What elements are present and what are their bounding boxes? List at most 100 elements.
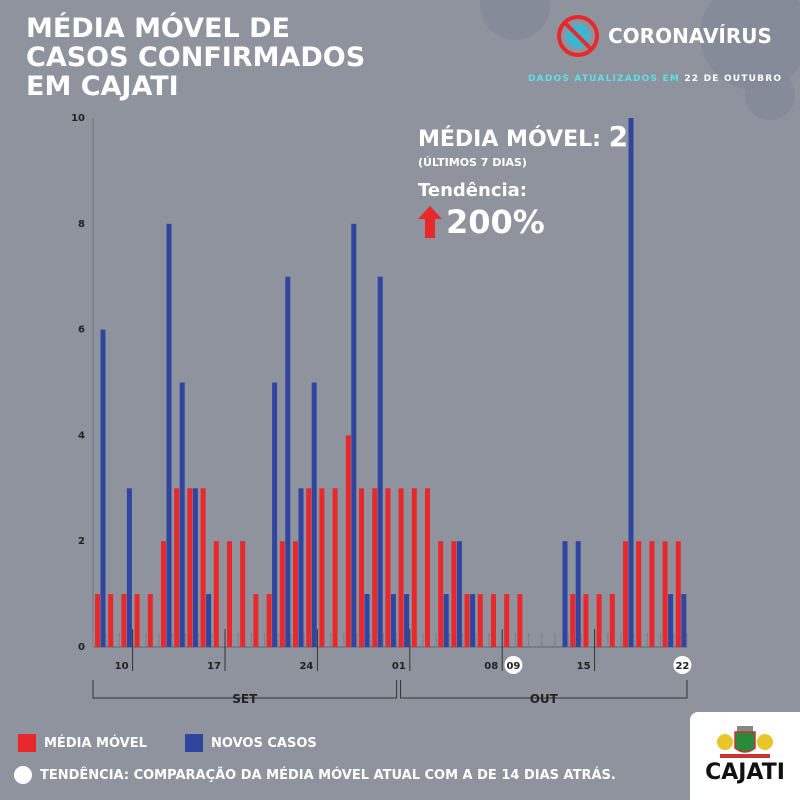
bar-moving-average xyxy=(596,594,602,647)
bar-new-cases xyxy=(390,594,396,647)
moving-average-value: 2 xyxy=(608,120,629,153)
bar-new-cases xyxy=(298,488,304,647)
bar-new-cases xyxy=(351,223,357,648)
brand: CORONAVÍRUS xyxy=(556,14,772,58)
bar-moving-average xyxy=(517,594,523,647)
month-label: OUT xyxy=(530,692,559,706)
coat-of-arms-icon xyxy=(717,726,773,758)
bar-moving-average xyxy=(345,435,351,647)
bar-moving-average xyxy=(636,541,642,647)
highlight-day-label: 22 xyxy=(675,661,689,672)
bar-new-cases xyxy=(562,541,568,647)
bar-moving-average xyxy=(385,488,391,647)
day-tick-label: 17 xyxy=(207,661,221,672)
bar-new-cases xyxy=(377,276,383,647)
page-title: MÉDIA MÓVEL DE CASOS CONFIRMADOS EM CAJA… xyxy=(26,13,366,102)
month-label: SET xyxy=(232,692,258,706)
bar-new-cases xyxy=(681,594,687,647)
y-tick-label: 2 xyxy=(78,536,85,547)
logo-text: CAJATI xyxy=(705,760,785,785)
day-tick-label: 08 xyxy=(484,661,498,672)
bar-moving-average xyxy=(319,488,325,647)
bar-new-cases xyxy=(272,382,278,647)
bar-moving-average xyxy=(213,541,219,647)
cajati-logo: CAJATI xyxy=(690,712,800,800)
month-bracket xyxy=(92,680,398,699)
bar-new-cases xyxy=(192,488,198,647)
bar-moving-average xyxy=(623,541,628,647)
bar-moving-average xyxy=(121,594,127,647)
bar-new-cases xyxy=(100,329,106,647)
bar-new-cases xyxy=(364,594,370,647)
bar-new-cases xyxy=(668,594,674,647)
bar-moving-average xyxy=(662,541,668,647)
highlight-day-label: 09 xyxy=(506,661,520,672)
bar-new-cases xyxy=(404,594,410,647)
bar-moving-average xyxy=(253,594,259,647)
legend-note: TENDÊNCIA: COMPARAÇÃO DA MÉDIA MÓVEL ATU… xyxy=(14,766,616,784)
bar-new-cases xyxy=(126,488,132,647)
bar-new-cases xyxy=(285,276,291,647)
virus-decoration xyxy=(745,70,795,120)
bar-moving-average xyxy=(147,594,153,647)
bar-moving-average xyxy=(398,488,404,647)
bar-moving-average xyxy=(332,488,338,647)
bar-moving-average xyxy=(438,541,444,647)
y-tick-label: 0 xyxy=(78,642,85,653)
bar-new-cases xyxy=(179,382,185,647)
legend-moving-average: MÉDIA MÓVEL xyxy=(18,734,147,752)
legend-swatch-red xyxy=(18,734,36,752)
bar-moving-average xyxy=(451,541,457,647)
legend-note-text: TENDÊNCIA: COMPARAÇÃO DA MÉDIA MÓVEL ATU… xyxy=(40,767,616,783)
bar-moving-average xyxy=(477,594,483,647)
legend-label: MÉDIA MÓVEL xyxy=(44,735,147,751)
bar-moving-average xyxy=(649,541,655,647)
bar-moving-average xyxy=(491,594,496,647)
bar-moving-average xyxy=(134,594,140,647)
bar-moving-average xyxy=(95,594,100,647)
bar-moving-average xyxy=(372,488,378,647)
moving-average-sub: (ÚLTIMOS 7 DIAS) xyxy=(418,156,527,169)
day-tick-label: 01 xyxy=(392,661,406,672)
bar-moving-average xyxy=(675,541,681,647)
bar-new-cases xyxy=(456,541,462,647)
highlight-day-circle xyxy=(504,656,523,674)
y-tick-label: 4 xyxy=(78,430,85,441)
bar-new-cases xyxy=(628,118,634,647)
update-info: DADOS ATUALIZADOS EM 22 DE OUTUBRO xyxy=(528,74,782,84)
bar-new-cases xyxy=(206,594,212,647)
bar-new-cases xyxy=(311,382,317,647)
brand-text: CORONAVÍRUS xyxy=(608,24,772,48)
bar-moving-average xyxy=(108,594,114,647)
no-virus-icon xyxy=(557,15,599,57)
bar-moving-average xyxy=(570,594,576,647)
bar-moving-average xyxy=(504,594,510,647)
bar-moving-average xyxy=(411,488,417,647)
bar-moving-average xyxy=(200,488,206,647)
legend-new-cases: NOVOS CASOS xyxy=(185,734,317,752)
bar-moving-average xyxy=(425,488,430,647)
bar-moving-average xyxy=(266,594,272,647)
bar-new-cases xyxy=(575,541,581,647)
legend-dot xyxy=(14,766,32,784)
y-tick-label: 8 xyxy=(78,219,85,230)
bar-moving-average xyxy=(609,594,615,647)
legend-label: NOVOS CASOS xyxy=(211,735,317,751)
bar-moving-average xyxy=(174,488,180,647)
trend-label: Tendência: xyxy=(418,180,528,201)
day-tick-label: 10 xyxy=(115,661,129,672)
bar-moving-average xyxy=(187,488,193,647)
bar-new-cases xyxy=(166,223,172,648)
bar-moving-average xyxy=(293,541,298,647)
bar-moving-average xyxy=(359,488,364,647)
bar-moving-average xyxy=(161,541,166,647)
moving-average-label: MÉDIA MÓVEL: xyxy=(418,127,601,152)
moving-average: MÉDIA MÓVEL: 2 xyxy=(418,120,629,153)
bar-moving-average xyxy=(240,541,246,647)
day-tick-label: 24 xyxy=(299,661,313,672)
y-tick-label: 6 xyxy=(78,325,85,336)
trend-value: 200% xyxy=(446,203,545,241)
bar-new-cases xyxy=(470,594,476,647)
bar-moving-average xyxy=(464,594,470,647)
